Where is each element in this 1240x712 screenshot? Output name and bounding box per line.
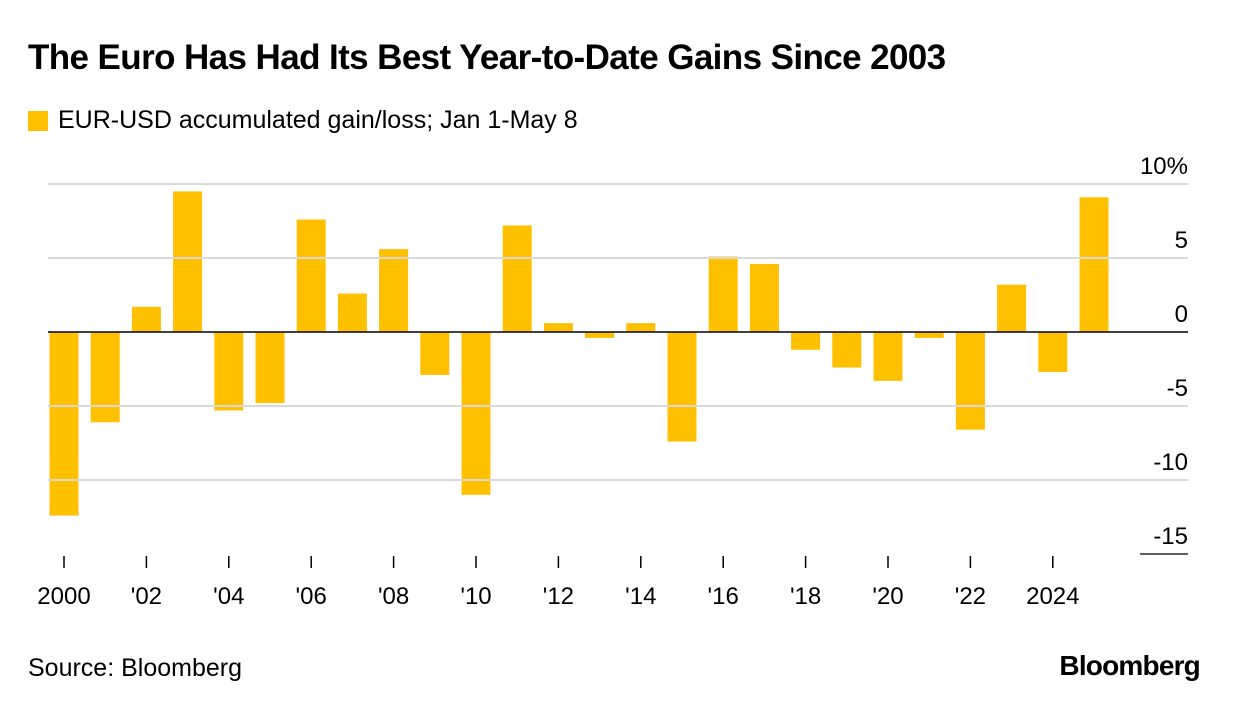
chart-title: The Euro Has Had Its Best Year-to-Date G… bbox=[28, 38, 946, 77]
x-axis: 2000 '02 '04 '06 '08 '10 '12 '14 '16 '18 '20 '22 202… bbox=[37, 556, 1079, 610]
bar-2019 bbox=[832, 332, 862, 368]
bar-2005 bbox=[255, 332, 285, 404]
x-tick-label: 2000 bbox=[37, 583, 90, 610]
x-tick-label: '18 bbox=[790, 583, 821, 610]
y-tick-label: 5 bbox=[1175, 227, 1188, 254]
bar-2011 bbox=[502, 225, 532, 332]
bloomberg-logo: Bloomberg bbox=[1059, 650, 1200, 681]
y-tick-label: -10 bbox=[1153, 449, 1188, 476]
bar-2023 bbox=[997, 284, 1027, 332]
gridlines bbox=[48, 183, 1188, 555]
bar-2009 bbox=[420, 332, 450, 375]
x-tick-label: '02 bbox=[131, 583, 162, 610]
x-tick-label: '20 bbox=[872, 583, 903, 610]
x-tick-label: 2024 bbox=[1026, 583, 1079, 610]
bars bbox=[49, 191, 1109, 516]
bar-2013 bbox=[585, 332, 615, 338]
legend-label: EUR-USD accumulated gain/loss; Jan 1-May… bbox=[58, 106, 578, 134]
bar-2000 bbox=[49, 332, 79, 516]
bar-2002 bbox=[131, 306, 161, 332]
bar-2014 bbox=[626, 323, 656, 332]
bar-chart: 2000 '02 '04 '06 '08 '10 '12 '14 '16 '18 '20 '22 202… bbox=[37, 153, 1188, 610]
legend-swatch bbox=[28, 110, 48, 131]
x-tick-label: '22 bbox=[955, 583, 986, 610]
bar-2010 bbox=[461, 332, 491, 495]
y-axis: 10% 5 0 -5 -10 -15 bbox=[1140, 153, 1188, 550]
bar-2021 bbox=[914, 332, 944, 338]
bar-2025 bbox=[1079, 197, 1109, 332]
bar-2007 bbox=[337, 293, 367, 332]
bar-2012 bbox=[543, 323, 573, 332]
y-tick-label: 10% bbox=[1140, 153, 1188, 180]
y-tick-label: 0 bbox=[1175, 301, 1188, 328]
legend: EUR-USD accumulated gain/loss; Jan 1-May… bbox=[28, 106, 578, 135]
x-tick-label: '12 bbox=[543, 583, 574, 610]
bar-2003 bbox=[173, 191, 203, 332]
x-tick-label: '14 bbox=[625, 583, 656, 610]
x-tick-label: '04 bbox=[213, 583, 244, 610]
x-tick-label: '16 bbox=[708, 583, 739, 610]
x-tick-label: '06 bbox=[296, 583, 327, 610]
y-tick-label: -5 bbox=[1167, 375, 1188, 402]
bar-2004 bbox=[214, 332, 244, 411]
bar-2015 bbox=[667, 332, 697, 442]
bar-2016 bbox=[708, 256, 738, 332]
y-tick-label: -15 bbox=[1153, 523, 1188, 550]
bar-2001 bbox=[90, 332, 120, 423]
bar-2006 bbox=[296, 219, 326, 332]
x-tick-label: '10 bbox=[460, 583, 491, 610]
bar-2008 bbox=[379, 249, 409, 332]
bar-2020 bbox=[873, 332, 903, 381]
bar-2024 bbox=[1038, 332, 1068, 372]
bar-2017 bbox=[749, 263, 779, 332]
bar-2022 bbox=[955, 332, 985, 430]
source-note: Source: Bloomberg bbox=[28, 654, 243, 682]
x-tick-label: '08 bbox=[378, 583, 409, 610]
bar-2018 bbox=[791, 332, 821, 350]
